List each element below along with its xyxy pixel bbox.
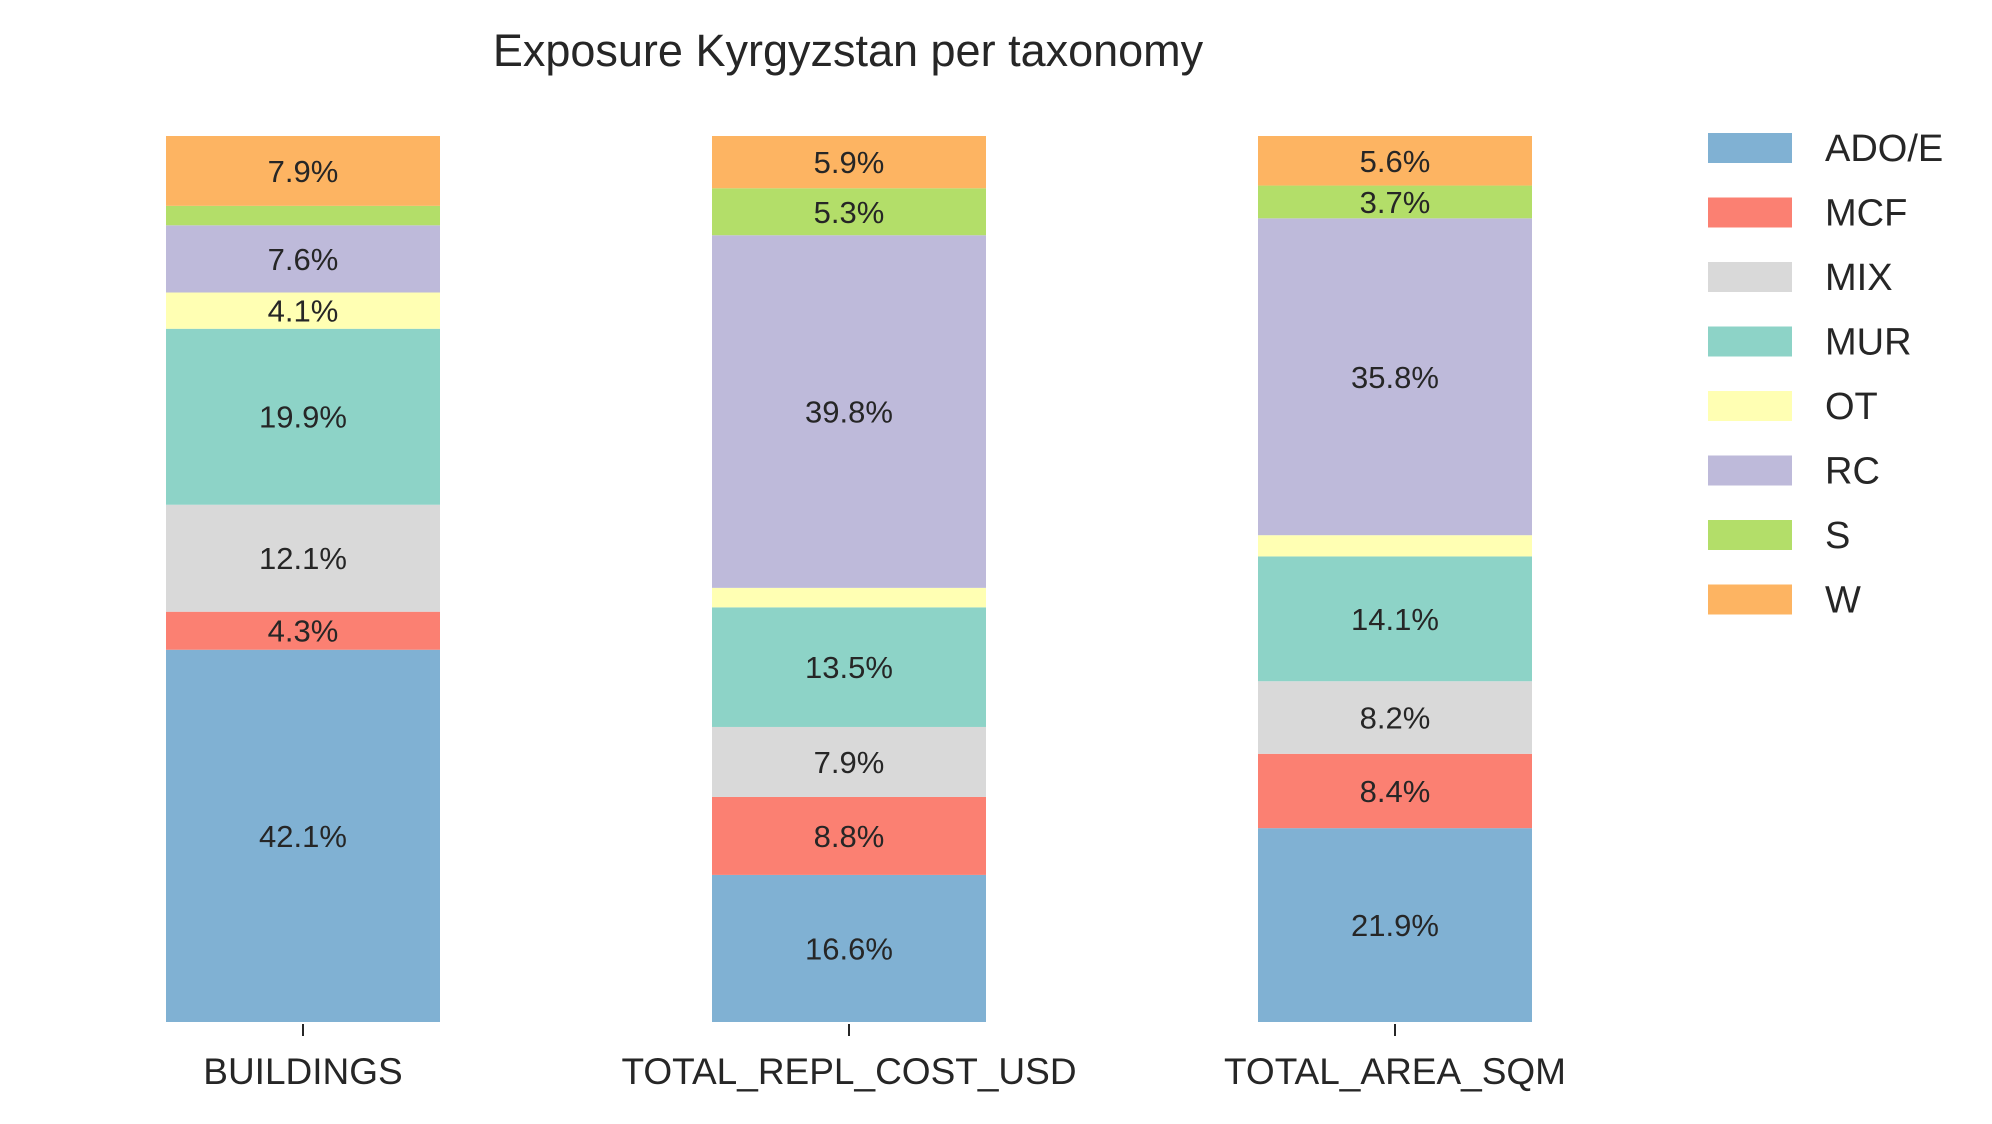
chart-title: Exposure Kyrgyzstan per taxonomy [493, 25, 1204, 76]
bar-data-label: 12.1% [259, 541, 347, 576]
bars-layer: 42.1% 4.3% 12.1% 19.9% 4.1% 7.6% 7.9% 16.6% 8.8%… [166, 136, 1532, 1022]
bar-segment [1258, 218, 1532, 536]
bar-segment [1258, 535, 1532, 557]
legend-swatch [1708, 197, 1792, 228]
bar-segment [712, 607, 986, 727]
bar-segment [712, 874, 986, 1022]
legend-label: S [1825, 515, 1850, 557]
bar-segment [166, 205, 440, 226]
x-tick-label: BUILDINGS [203, 1051, 402, 1092]
bar-segment [1258, 753, 1532, 829]
bar-data-label: 8.2% [1360, 701, 1431, 736]
bar-data-label: 4.1% [268, 294, 339, 329]
legend-swatch [1708, 455, 1792, 486]
legend-label: ADO/E [1825, 128, 1943, 170]
bar-data-label: 42.1% [259, 819, 347, 854]
x-axis: BUILDINGS TOTAL_REPL_COST_USD TOTAL_AREA_S… [203, 1024, 1566, 1092]
bar-data-label: 35.8% [1351, 360, 1439, 395]
bar-data-label: 5.6% [1360, 144, 1431, 179]
legend-swatch [1708, 262, 1792, 292]
bar-segment [166, 504, 440, 612]
legend-label: MCF [1825, 193, 1907, 235]
bar-segment [166, 328, 440, 505]
bar-segment [166, 136, 440, 206]
legend-swatch [1708, 326, 1792, 357]
bar-segment [712, 235, 986, 588]
legend-label: W [1825, 580, 1861, 622]
bar-data-label: 16.6% [805, 931, 893, 966]
legend-swatch [1708, 133, 1792, 163]
legend-swatch [1708, 584, 1792, 615]
bar-data-label: 39.8% [805, 395, 893, 430]
x-tick-label: TOTAL_AREA_SQM [1224, 1051, 1566, 1092]
bar-segment [1258, 828, 1532, 1022]
bar-segment [1258, 681, 1532, 754]
bar-segment [1258, 185, 1532, 219]
x-tick-label: TOTAL_REPL_COST_USD [621, 1051, 1076, 1092]
legend-label: MIX [1825, 257, 1893, 299]
bar-segment [712, 188, 986, 236]
bar-data-label: 3.7% [1360, 185, 1431, 220]
bar-segment [712, 796, 986, 875]
bar-data-label: 8.4% [1360, 774, 1431, 809]
legend-swatch [1708, 520, 1792, 550]
bar-data-label: 7.9% [814, 745, 885, 780]
legend-swatch [1708, 391, 1792, 421]
legend-label: OT [1825, 386, 1878, 428]
bar-data-label: 8.8% [814, 819, 885, 854]
bar-data-label: 4.3% [268, 614, 339, 649]
bar-segment [1258, 556, 1532, 682]
legend-label: MUR [1825, 322, 1912, 364]
bar-data-label: 19.9% [259, 400, 347, 435]
bar-segment [166, 649, 440, 1022]
bar-segment [712, 726, 986, 797]
bar-data-label: 13.5% [805, 650, 893, 685]
bar-segment [712, 136, 986, 189]
legend-label: RC [1825, 451, 1880, 493]
bar-segment [166, 292, 440, 329]
bar-segment [712, 587, 986, 608]
bar-segment [166, 611, 440, 650]
bar-data-label: 14.1% [1351, 602, 1439, 637]
bar-data-label: 7.9% [268, 154, 339, 189]
legend: ADO/E MCF MIX MUR OT RC SW [1708, 128, 1943, 622]
bar-data-label: 5.3% [814, 195, 885, 230]
bar-data-label: 7.6% [268, 242, 339, 277]
bar-data-label: 5.9% [814, 145, 885, 180]
bar-segment [166, 225, 440, 293]
bar-data-label: 21.9% [1351, 908, 1439, 943]
bar-segment [1258, 136, 1532, 186]
